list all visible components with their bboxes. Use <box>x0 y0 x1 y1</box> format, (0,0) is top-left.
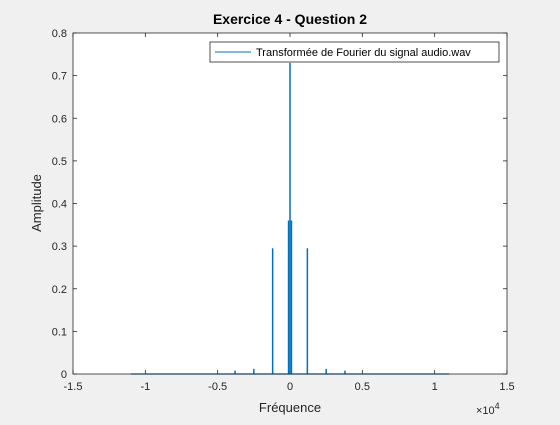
x-tick-label: -1 <box>140 381 150 393</box>
legend: Transformée de Fourier du signal audio.w… <box>209 41 500 63</box>
y-tick-label: 0.4 <box>52 199 67 211</box>
x-multiplier-exponent: 4 <box>495 401 500 411</box>
axis-ticks: -1.5 -1 -0.5 0 0.5 1 1.5 0 0.1 0.2 0.3 0.4 0.5 0.6 0.7… <box>52 28 515 393</box>
y-tick-label: 0.5 <box>52 156 67 168</box>
x-tick-label: -0.5 <box>208 381 227 393</box>
y-tick-label: 0.1 <box>52 326 67 338</box>
x-tick-label: 1 <box>432 381 438 393</box>
plot-frame <box>72 32 508 375</box>
y-axis-label: Amplitude <box>29 174 44 232</box>
x-tick-label: -1.5 <box>64 381 83 393</box>
x-axis-multiplier: ×104 <box>476 401 500 417</box>
y-tick-label: 0.8 <box>52 28 67 40</box>
y-tick-label: 0 <box>61 369 67 381</box>
x-tick-label: 0.5 <box>355 381 370 393</box>
y-tick-label: 0.2 <box>52 284 67 296</box>
x-tick-label: 1.5 <box>499 381 514 393</box>
legend-box <box>209 41 500 63</box>
y-tick-label: 0.3 <box>52 241 67 253</box>
x-multiplier-base: ×10 <box>476 405 495 417</box>
x-tick-label: 0 <box>287 381 293 393</box>
chart-title: Exercice 4 - Question 2 <box>213 11 367 27</box>
legend-label: Transformée de Fourier du signal audio.w… <box>256 47 471 59</box>
y-tick-label: 0.7 <box>52 71 67 83</box>
y-tick-label: 0.6 <box>52 113 67 125</box>
x-axis-label: Fréquence <box>259 400 321 415</box>
